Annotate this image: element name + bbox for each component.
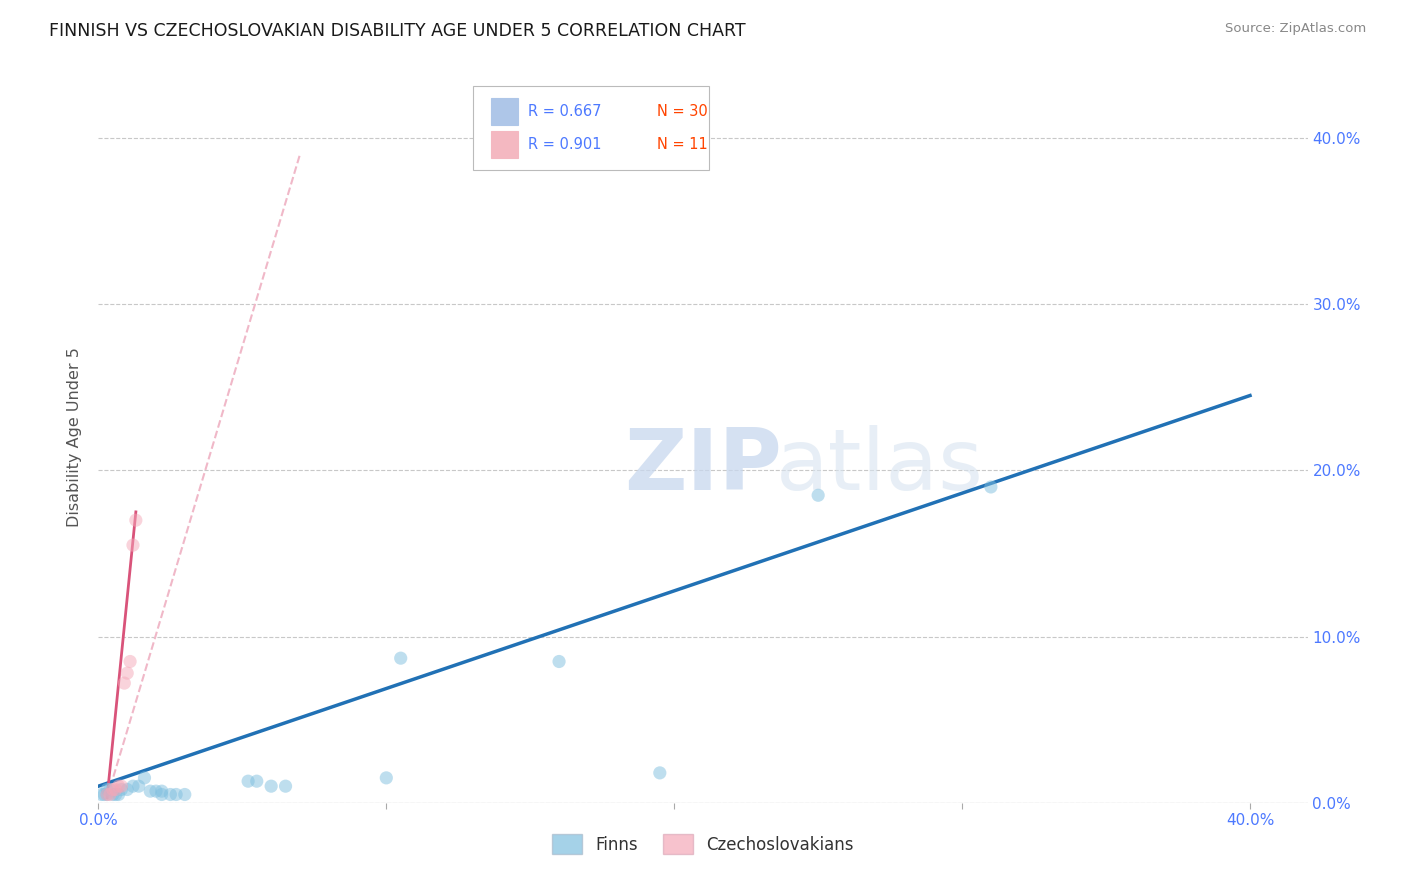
Point <box>101 782 124 797</box>
Point <box>150 788 173 802</box>
Text: R = 0.667: R = 0.667 <box>527 104 602 120</box>
Point <box>122 779 145 793</box>
Point <box>96 782 118 797</box>
Point <box>274 779 297 793</box>
Point <box>648 765 671 780</box>
Point <box>173 788 195 802</box>
Point <box>236 774 259 789</box>
Point <box>139 784 162 798</box>
FancyBboxPatch shape <box>474 86 709 170</box>
Point <box>150 784 173 798</box>
Point <box>110 779 132 793</box>
Point <box>90 788 112 802</box>
Text: FINNISH VS CZECHOSLOVAKIAN DISABILITY AGE UNDER 5 CORRELATION CHART: FINNISH VS CZECHOSLOVAKIAN DISABILITY AG… <box>49 22 745 40</box>
Text: R = 0.901: R = 0.901 <box>527 137 602 152</box>
Point <box>110 782 132 797</box>
FancyBboxPatch shape <box>492 130 517 159</box>
Point <box>260 779 283 793</box>
Point <box>145 784 167 798</box>
Point <box>115 666 138 681</box>
Point <box>159 788 181 802</box>
Y-axis label: Disability Age Under 5: Disability Age Under 5 <box>67 347 83 527</box>
Point <box>115 782 138 797</box>
Point <box>134 771 156 785</box>
Point <box>375 771 398 785</box>
Point <box>107 779 129 793</box>
Text: N = 11: N = 11 <box>657 137 707 152</box>
Point <box>807 488 830 502</box>
Legend: Finns, Czechoslovakians: Finns, Czechoslovakians <box>546 828 860 860</box>
Point <box>120 655 142 669</box>
Point <box>93 788 115 802</box>
Point <box>107 788 129 802</box>
Point <box>122 538 145 552</box>
Point <box>112 676 135 690</box>
Point <box>128 779 150 793</box>
Point <box>165 788 187 802</box>
Point <box>96 788 118 802</box>
Point <box>246 774 269 789</box>
Text: atlas: atlas <box>776 425 984 508</box>
Point <box>125 513 148 527</box>
Point <box>389 651 412 665</box>
Point <box>98 782 121 797</box>
Text: Source: ZipAtlas.com: Source: ZipAtlas.com <box>1226 22 1367 36</box>
Point <box>104 782 127 797</box>
Text: N = 30: N = 30 <box>657 104 707 120</box>
FancyBboxPatch shape <box>492 98 517 126</box>
Point <box>96 788 118 802</box>
Point <box>548 655 571 669</box>
Point <box>980 480 1002 494</box>
Point <box>98 788 121 802</box>
Point <box>101 788 124 802</box>
Text: ZIP: ZIP <box>624 425 782 508</box>
Point <box>104 788 127 802</box>
